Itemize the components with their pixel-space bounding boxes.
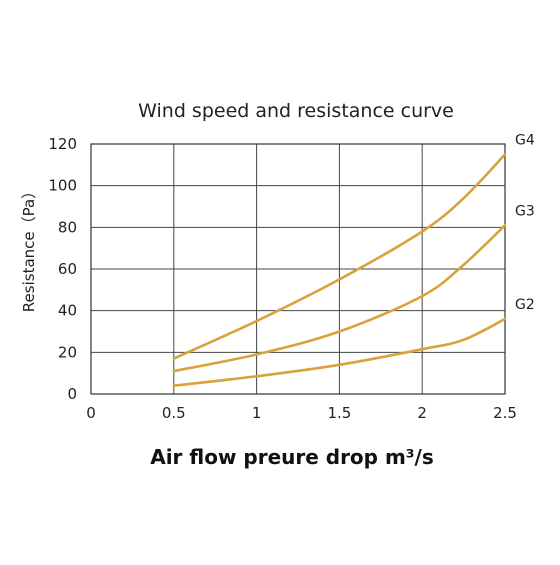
y-tick-label: 20 <box>58 343 77 361</box>
plot-frame <box>90 143 506 395</box>
y-tick-label: 100 <box>48 177 77 195</box>
series-line-g2 <box>172 317 507 387</box>
x-tick-label: 1 <box>252 404 262 422</box>
axes: 0 0.5 1 1.5 2 2.5 0 20 40 60 80 100 120 <box>48 135 517 422</box>
y-tick-label: 0 <box>67 385 77 403</box>
grid <box>90 143 506 395</box>
series-label-g3: G3 <box>515 203 535 219</box>
y-tick-label: 120 <box>48 135 77 153</box>
x-tick-label: 0 <box>86 404 96 422</box>
series-lines <box>172 153 507 387</box>
series-label-g2: G2 <box>515 297 535 313</box>
series-line-g4 <box>172 153 507 360</box>
x-tick-label: 0.5 <box>162 404 186 422</box>
x-axis-label: Air flow preure drop m³/s <box>150 445 434 469</box>
x-tick-label: 1.5 <box>327 404 351 422</box>
series-line-g3 <box>172 223 507 373</box>
y-tick-label: 80 <box>58 218 77 236</box>
x-tick-label: 2.5 <box>493 404 517 422</box>
chart-title: Wind speed and resistance curve <box>138 100 454 122</box>
y-tick-label: 40 <box>58 302 77 320</box>
y-axis-label: Resistance（Pa） <box>20 184 38 312</box>
x-tick-label: 2 <box>417 404 427 422</box>
y-tick-label: 60 <box>58 260 77 278</box>
series-labels: G4 G3 G2 <box>515 132 535 313</box>
series-label-g4: G4 <box>515 132 535 148</box>
